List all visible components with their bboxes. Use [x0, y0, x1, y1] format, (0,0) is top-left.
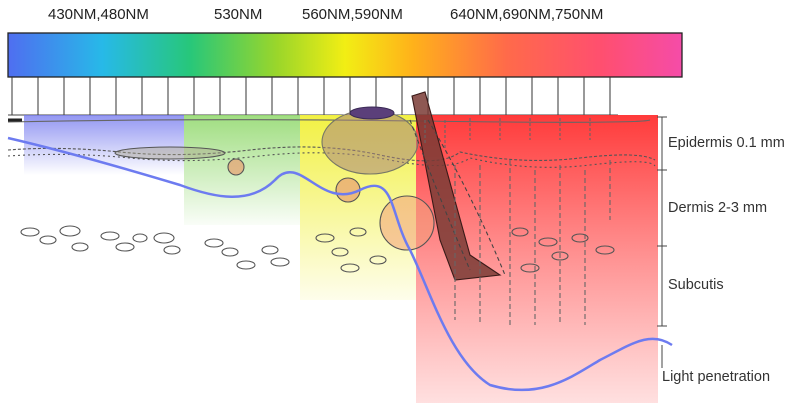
- legend-light-penetration: Light penetration: [662, 369, 771, 385]
- layer-bracket: [657, 116, 667, 368]
- wavelength-label-640-750: 640NM,690NM,750NM: [450, 6, 604, 23]
- light-penetration-curve: [7, 136, 673, 392]
- layer-label-dermis: Dermis 2-3 mm: [668, 200, 768, 216]
- wavelength-label-560-590: 560NM,590NM: [302, 6, 403, 23]
- spectrum-bar: [7, 32, 683, 78]
- wavelength-label-430-480: 430NM,480NM: [48, 6, 149, 23]
- blue-zone: [24, 115, 184, 175]
- layer-label-epidermis: Epidermis 0.1 mm: [668, 135, 785, 151]
- layer-label-subcutis: Subcutis: [668, 277, 724, 293]
- wavelength-label-530: 530NM: [214, 6, 263, 23]
- spectrum-ticks: [11, 77, 611, 115]
